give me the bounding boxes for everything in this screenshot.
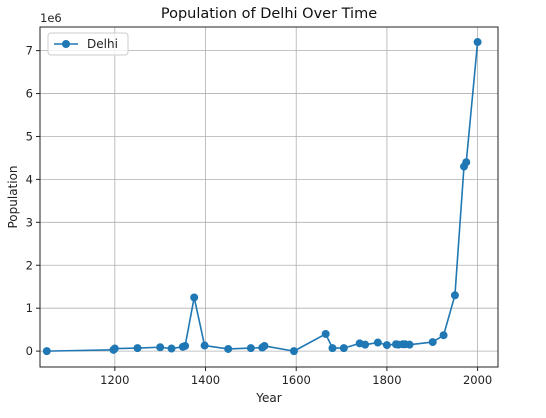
data-point — [290, 347, 298, 355]
x-tick-label: 1200 — [100, 373, 129, 387]
data-point — [440, 331, 448, 339]
x-tick-label: 1800 — [372, 373, 401, 387]
y-axis-offset-label: 1e6 — [40, 11, 62, 25]
data-point — [43, 347, 51, 355]
data-point — [328, 344, 336, 352]
data-point — [260, 342, 268, 350]
x-tick-label: 1400 — [191, 373, 220, 387]
y-tick-label: 6 — [26, 87, 33, 101]
tick-layer: 1200 1400 1600 1800 2000 0 1 2 3 4 5 6 7 — [26, 44, 493, 387]
data-point — [247, 344, 255, 352]
x-axis-label: Year — [255, 391, 281, 405]
y-tick-label: 4 — [26, 172, 33, 186]
data-point — [406, 341, 414, 349]
y-tick-label: 5 — [26, 129, 33, 143]
y-tick-label: 1 — [26, 301, 33, 315]
data-point — [168, 345, 176, 353]
x-tick-label: 2000 — [463, 373, 492, 387]
data-point — [133, 344, 141, 352]
series-layer — [43, 38, 482, 355]
data-point — [361, 341, 369, 349]
data-point — [429, 338, 437, 346]
data-point — [451, 291, 459, 299]
x-tick-label: 1600 — [282, 373, 311, 387]
data-point — [374, 339, 382, 347]
data-point — [474, 38, 482, 46]
data-point — [201, 342, 209, 350]
data-point — [383, 341, 391, 349]
y-tick-label: 7 — [26, 44, 33, 58]
data-point — [156, 343, 164, 351]
plot-area — [40, 27, 498, 367]
y-tick-label: 2 — [26, 258, 33, 272]
data-point — [181, 342, 189, 350]
data-point — [224, 345, 232, 353]
data-point — [111, 345, 119, 353]
y-tick-label: 3 — [26, 215, 33, 229]
data-point — [340, 344, 348, 352]
data-point — [322, 330, 330, 338]
data-point — [190, 293, 198, 301]
grid-layer — [40, 27, 498, 367]
legend-label-delhi: Delhi — [87, 37, 118, 51]
chart-title: Population of Delhi Over Time — [161, 6, 377, 22]
y-axis-label: Population — [6, 165, 20, 228]
data-point — [462, 158, 470, 166]
y-tick-label: 0 — [26, 344, 33, 358]
legend-marker-sample — [62, 40, 70, 48]
legend: Delhi — [48, 33, 128, 55]
series-line-delhi — [47, 42, 478, 351]
